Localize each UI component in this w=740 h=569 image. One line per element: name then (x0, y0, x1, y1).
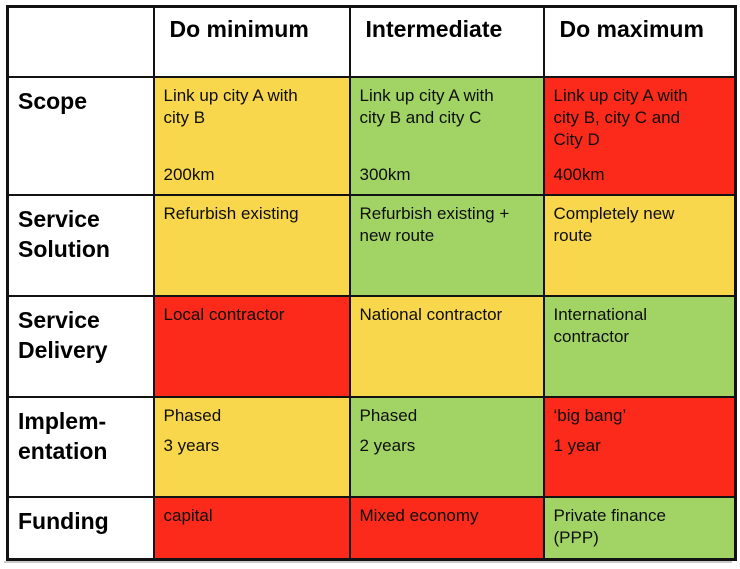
col-header-do-minimum: Do minimum (152, 5, 351, 78)
col-header-intermediate: Intermediate (348, 5, 545, 78)
cell-text: Completely new route (553, 203, 675, 245)
cell-text: National contractor (359, 304, 503, 324)
corner-cell (6, 5, 155, 78)
option-cell: Link up city A with city B and city C 300… (348, 75, 545, 196)
row-label-service-solution: Service Solution (6, 193, 155, 297)
option-cell: Refurbish existing (152, 193, 351, 297)
row-label-funding: Funding (6, 495, 155, 561)
option-cell: Local contractor (152, 294, 351, 398)
cell-text: ‘big bang’ (553, 405, 627, 425)
table-row: Implem- entation Phased 3 years Phased 2 yea… (6, 395, 737, 498)
option-cell: Link up city A with city B, city C and C… (542, 75, 737, 196)
option-cell: Private finance (PPP) (542, 495, 737, 561)
table-shadow (4, 561, 732, 563)
row-label-implem-entation: Implem- entation (6, 395, 155, 498)
option-cell: capital (152, 495, 351, 561)
option-cell: National contractor (348, 294, 545, 398)
options-table: Do minimum Intermediate Do maximum Scope… (6, 5, 737, 561)
table-body: Scope Link up city A with city B 200km Link… (6, 75, 737, 561)
table-row: Service Delivery Local contractor National… (6, 294, 737, 398)
cell-text: Private finance (PPP) (553, 505, 666, 547)
cell-text: 1 year (553, 435, 601, 455)
option-cell: ‘big bang’ 1 year (542, 395, 737, 498)
cell-text: Local contractor (163, 304, 285, 324)
cell-text: Link up city A with city B (163, 85, 298, 127)
cell-text: Refurbish existing (163, 203, 299, 223)
cell-text: Phased (359, 405, 418, 425)
cell-text: Link up city A with city B, city C and C… (553, 85, 688, 149)
cell-footer: 400km (553, 165, 605, 185)
option-cell: Phased 2 years (348, 395, 545, 498)
option-cell: Mixed economy (348, 495, 545, 561)
col-header-do-maximum: Do maximum (542, 5, 737, 78)
option-cell: Phased 3 years (152, 395, 351, 498)
table-row: Scope Link up city A with city B 200km Link… (6, 75, 737, 196)
cell-text: 2 years (359, 435, 416, 455)
cell-text: Refurbish existing + new route (359, 203, 510, 245)
cell-text: International contractor (553, 304, 648, 346)
cell-footer: 200km (163, 165, 215, 185)
cell-text: capital (163, 505, 213, 525)
table-row: Funding capital Mixed economy Private finan… (6, 495, 737, 561)
table-row: Service Solution Refurbish existing Refurb… (6, 193, 737, 297)
cell-text: Phased (163, 405, 222, 425)
option-cell: Completely new route (542, 193, 737, 297)
cell-footer: 300km (359, 165, 411, 185)
cell-text: Link up city A with city B and city C (359, 85, 494, 127)
header-row: Do minimum Intermediate Do maximum (6, 5, 737, 78)
row-label-service-delivery: Service Delivery (6, 294, 155, 398)
cell-text: Mixed economy (359, 505, 479, 525)
option-cell: International contractor (542, 294, 737, 398)
option-cell: Link up city A with city B 200km (152, 75, 351, 196)
option-cell: Refurbish existing + new route (348, 193, 545, 297)
cell-text: 3 years (163, 435, 220, 455)
row-label-scope: Scope (6, 75, 155, 196)
